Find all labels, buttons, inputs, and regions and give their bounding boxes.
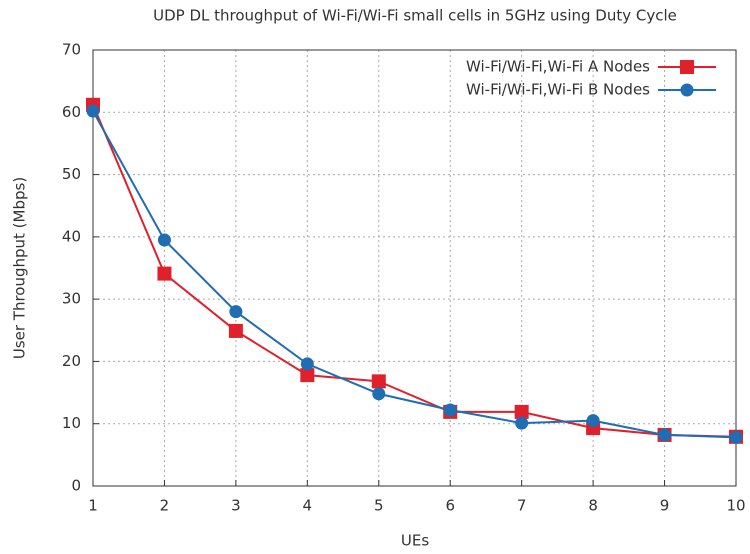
- series-line: [92, 110, 737, 439]
- x-tick-label: 4: [303, 497, 313, 515]
- legend-marker: [680, 83, 694, 97]
- marker: [515, 416, 529, 430]
- y-tick-label: 40: [62, 227, 81, 245]
- legend-marker: [680, 60, 694, 74]
- x-axis-label: UEs: [401, 532, 429, 550]
- x-tick-label: 8: [588, 497, 598, 515]
- marker: [300, 357, 314, 371]
- x-tick-label: 9: [660, 497, 670, 515]
- y-tick-label: 60: [62, 103, 81, 121]
- y-tick-label: 0: [71, 477, 81, 495]
- y-axis-label: User Throughput (Mbps): [11, 177, 29, 359]
- y-tick-label: 70: [62, 41, 81, 59]
- marker: [228, 323, 243, 338]
- y-tick-label: 20: [62, 352, 81, 370]
- chart-title: UDP DL throughput of Wi-Fi/Wi-Fi small c…: [153, 7, 677, 25]
- x-tick-label: 2: [160, 497, 170, 515]
- x-tick-label: 10: [726, 497, 745, 515]
- marker: [229, 305, 243, 319]
- x-tick-label: 7: [517, 497, 527, 515]
- marker: [586, 414, 600, 428]
- marker: [157, 233, 171, 247]
- y-tick-label: 30: [62, 290, 81, 308]
- marker: [514, 404, 529, 419]
- plot-frame: [92, 49, 737, 487]
- marker: [443, 403, 457, 417]
- legend-label: Wi-Fi/Wi-Fi,Wi-Fi A Nodes: [466, 58, 650, 76]
- marker: [157, 266, 172, 281]
- x-tick-label: 5: [374, 497, 384, 515]
- legend-label: Wi-Fi/Wi-Fi,Wi-Fi B Nodes: [466, 81, 650, 99]
- x-tick-label: 1: [88, 497, 98, 515]
- series-line: [92, 104, 737, 438]
- marker: [658, 428, 672, 442]
- marker: [729, 430, 743, 444]
- marker: [371, 374, 386, 389]
- marker: [300, 368, 315, 383]
- y-tick-label: 10: [62, 414, 81, 432]
- x-tick-label: 6: [445, 497, 455, 515]
- marker: [86, 104, 100, 118]
- marker: [372, 387, 386, 401]
- x-tick-label: 3: [231, 497, 241, 515]
- y-tick-label: 50: [62, 165, 81, 183]
